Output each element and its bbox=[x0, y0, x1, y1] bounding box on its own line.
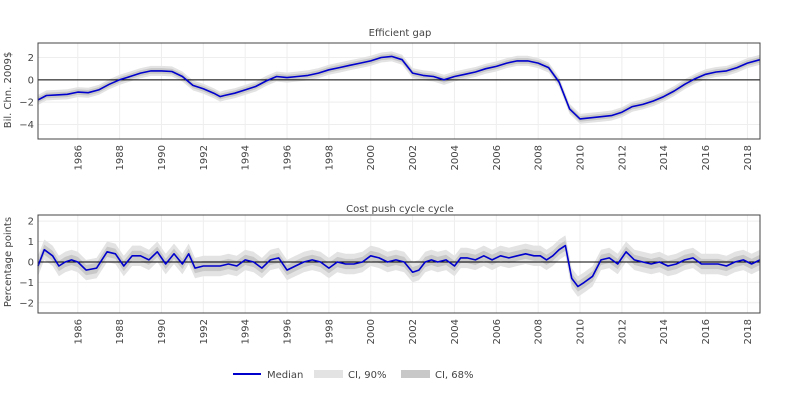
cost-push-panel: Cost push cycle cycle Percentage points … bbox=[3, 204, 761, 344]
efficient-gap-x-tick-label: 2016 bbox=[701, 145, 712, 170]
legend-ci68-label[interactable]: CI, 68% bbox=[435, 370, 474, 381]
efficient-gap-x-tick-label: 1986 bbox=[73, 145, 84, 170]
cost-push-x-tick-label: 1986 bbox=[73, 319, 84, 344]
efficient-gap-x-tick-label: 1992 bbox=[199, 145, 210, 170]
efficient-gap-y-tick-label: −4 bbox=[19, 120, 34, 131]
cost-push-x-tick-label: 1990 bbox=[157, 319, 168, 344]
cost-push-x-tick-label: 2012 bbox=[617, 319, 628, 344]
cost-push-frame bbox=[37, 214, 761, 314]
efficient-gap-x-tick-label: 2006 bbox=[492, 145, 503, 170]
efficient-gap-ylabel: Bil. Chn. 2009$ bbox=[3, 52, 14, 129]
efficient-gap-panel: Efficient gap Bil. Chn. 2009$ −4 −2 0 2 1986… bbox=[3, 28, 761, 170]
cost-push-x-tick-label: 2014 bbox=[659, 319, 670, 344]
efficient-gap-x-tick-label: 2008 bbox=[534, 145, 545, 170]
cost-push-x-tick-label: 2000 bbox=[366, 319, 377, 344]
cost-push-x-tick-label: 1988 bbox=[115, 319, 126, 344]
efficient-gap-y-tick-label: 2 bbox=[28, 53, 34, 64]
cost-push-ylabel: Percentage points bbox=[3, 217, 14, 307]
efficient-gap-frame bbox=[37, 42, 761, 140]
efficient-gap-x-tick-label: 1996 bbox=[283, 145, 294, 170]
cost-push-ci68-band bbox=[38, 240, 760, 292]
efficient-gap-y-tick-label: 0 bbox=[28, 75, 34, 86]
efficient-gap-title: Efficient gap bbox=[369, 28, 432, 39]
cost-push-x-tick-label: 2004 bbox=[450, 319, 461, 344]
efficient-gap-x-tick-label: 2014 bbox=[659, 145, 670, 170]
cost-push-x-tick-label: 1998 bbox=[324, 319, 335, 344]
efficient-gap-y-tick-label: −2 bbox=[19, 98, 34, 109]
cost-push-x-tick-label: 1996 bbox=[283, 319, 294, 344]
legend-ci90-label[interactable]: CI, 90% bbox=[348, 370, 387, 381]
cost-push-x-tick-label: 1994 bbox=[241, 319, 252, 344]
efficient-gap-x-tick-label: 2002 bbox=[408, 145, 419, 170]
legend: Median CI, 90% CI, 68% bbox=[233, 370, 474, 381]
cost-push-x-tick-label: 1992 bbox=[199, 319, 210, 344]
efficient-gap-x-tick-label: 2000 bbox=[366, 145, 377, 170]
cost-push-x-tick-label: 2010 bbox=[576, 319, 587, 344]
cost-push-median-line[interactable] bbox=[37, 244, 761, 288]
efficient-gap-x-tick-label: 1988 bbox=[115, 145, 126, 170]
efficient-gap-x-tick-label: 2012 bbox=[617, 145, 628, 170]
efficient-gap-x-tick-label: 2004 bbox=[450, 145, 461, 170]
efficient-gap-x-tick-label: 1998 bbox=[324, 145, 335, 170]
cost-push-y-tick-label: 1 bbox=[28, 237, 34, 248]
efficient-gap-x-tick-label: 2018 bbox=[743, 145, 754, 170]
efficient-gap-x-tick-label: 1990 bbox=[157, 145, 168, 170]
efficient-gap-x-tick-label: 1994 bbox=[241, 145, 252, 170]
cost-push-y-tick-label: 2 bbox=[28, 217, 34, 228]
legend-ci68-swatch[interactable] bbox=[401, 370, 430, 378]
cost-push-y-tick-label: 0 bbox=[28, 257, 34, 268]
cost-push-x-tick-label: 2018 bbox=[743, 319, 754, 344]
cost-push-x-tick-label: 2016 bbox=[701, 319, 712, 344]
cost-push-y-tick-label: −1 bbox=[19, 278, 34, 289]
cost-push-x-tick-label: 2008 bbox=[534, 319, 545, 344]
cost-push-title: Cost push cycle cycle bbox=[346, 204, 454, 215]
cost-push-x-tick-label: 2002 bbox=[408, 319, 419, 344]
cost-push-x-tick-label: 2006 bbox=[492, 319, 503, 344]
cost-push-y-tick-label: −2 bbox=[19, 298, 34, 309]
legend-median-label[interactable]: Median bbox=[267, 370, 303, 381]
efficient-gap-median-line[interactable] bbox=[37, 55, 761, 120]
efficient-gap-x-tick-label: 2010 bbox=[576, 145, 587, 170]
legend-ci90-swatch[interactable] bbox=[314, 370, 343, 378]
